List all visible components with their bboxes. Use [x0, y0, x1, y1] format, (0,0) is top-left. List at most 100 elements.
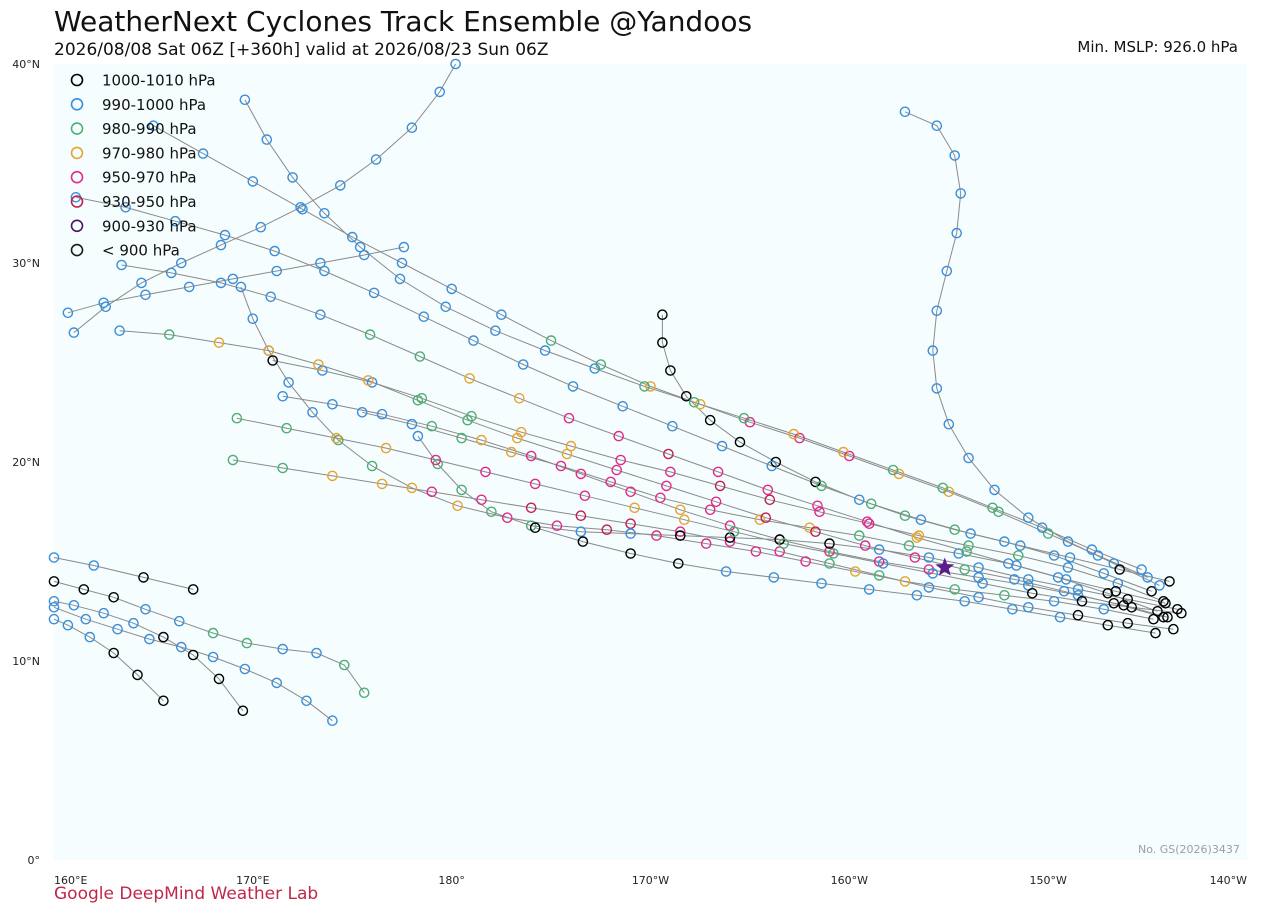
track-point: [657, 337, 668, 348]
track-point: [999, 536, 1010, 547]
track-point: [1160, 598, 1171, 609]
track-point: [645, 381, 656, 392]
current-position-star-icon: [935, 557, 955, 576]
track-point: [267, 355, 279, 366]
track-line: [119, 330, 1164, 618]
track-point: [824, 538, 835, 549]
track-point: [368, 287, 380, 299]
track-point: [1108, 558, 1120, 569]
track-point: [913, 530, 925, 541]
track-point: [517, 359, 529, 370]
track-point: [525, 450, 537, 462]
track-point: [615, 454, 627, 466]
y-axis-ticks: 0° 10°N 20°N 30°N 40°N: [12, 58, 40, 867]
track-line: [53, 618, 164, 702]
track-point: [132, 669, 143, 681]
track-point: [480, 466, 491, 478]
track-point: [265, 291, 277, 303]
track-point: [1013, 550, 1024, 561]
track-point: [814, 506, 825, 518]
track-point: [452, 500, 463, 512]
track-point: [941, 265, 953, 277]
valid-time-subtitle: 2026/08/08 Sat 06Z [+360h] valid at 2026…: [54, 40, 549, 60]
track-point: [714, 480, 726, 492]
track-point: [1023, 602, 1034, 613]
track-point: [48, 613, 60, 625]
track-point: [327, 470, 338, 482]
track-point: [720, 566, 732, 577]
track-line: [67, 246, 404, 314]
track-point: [873, 544, 885, 555]
track-point: [295, 201, 306, 213]
track-point: [426, 486, 438, 498]
track-point: [1062, 536, 1074, 547]
legend-label: 990-1000 hPa: [102, 96, 206, 114]
track-point: [366, 460, 378, 472]
track-point: [899, 106, 911, 118]
track-point: [430, 454, 442, 466]
track-point: [334, 180, 346, 191]
track-point: [1176, 607, 1187, 619]
track-line: [53, 580, 365, 694]
track-point: [710, 496, 722, 508]
track-point: [750, 546, 762, 557]
track-point: [931, 305, 943, 317]
track-point: [48, 602, 60, 613]
track-point: [545, 335, 557, 346]
y-tick-label: 20°N: [12, 456, 40, 469]
track-point: [169, 215, 181, 227]
track-point: [863, 518, 875, 530]
track-point: [973, 592, 984, 603]
track-point: [62, 307, 74, 319]
track-point: [1062, 562, 1074, 573]
track-point: [551, 520, 563, 532]
legend-marker: [70, 243, 84, 257]
track-point: [854, 494, 865, 506]
track-point: [48, 576, 60, 587]
track-point: [62, 619, 74, 631]
track-point: [865, 498, 877, 510]
track-point: [838, 446, 849, 458]
track-point: [768, 572, 780, 583]
track-point: [724, 536, 736, 547]
track-point: [529, 478, 541, 490]
track-point: [977, 578, 988, 589]
track-point: [247, 313, 259, 325]
track-point: [899, 510, 911, 522]
track-point: [824, 558, 835, 569]
track-point: [138, 572, 149, 583]
track-point: [700, 538, 712, 549]
track-point: [613, 430, 625, 442]
track-point: [140, 289, 151, 301]
track-point: [358, 687, 370, 699]
track-point: [1003, 558, 1014, 569]
track-point: [281, 422, 292, 434]
track-point: [406, 418, 418, 430]
track-point: [476, 494, 487, 506]
track-point: [307, 406, 318, 418]
track-point: [877, 558, 889, 569]
track-point: [873, 570, 885, 581]
current-position-star: [935, 557, 955, 576]
track-point: [1054, 611, 1066, 623]
track-point: [231, 412, 243, 424]
track-point: [78, 584, 90, 595]
x-tick-label: 140°W: [1210, 874, 1247, 887]
track-point: [704, 414, 716, 426]
track-point: [175, 257, 187, 269]
track-point: [476, 434, 487, 446]
track-point: [1086, 544, 1098, 555]
track-point: [943, 418, 955, 430]
track-point: [235, 281, 247, 293]
track-point: [88, 560, 100, 571]
track-point: [675, 504, 686, 516]
track-point: [764, 494, 776, 506]
track-point: [1146, 586, 1157, 597]
track-point: [1102, 588, 1114, 599]
track-line: [53, 557, 194, 590]
track-point: [327, 398, 338, 410]
min-mslp-label: Min. MSLP: 926.0 hPa: [1077, 38, 1238, 56]
track-point: [679, 514, 690, 526]
track-point: [525, 502, 537, 514]
track-point: [931, 383, 943, 394]
